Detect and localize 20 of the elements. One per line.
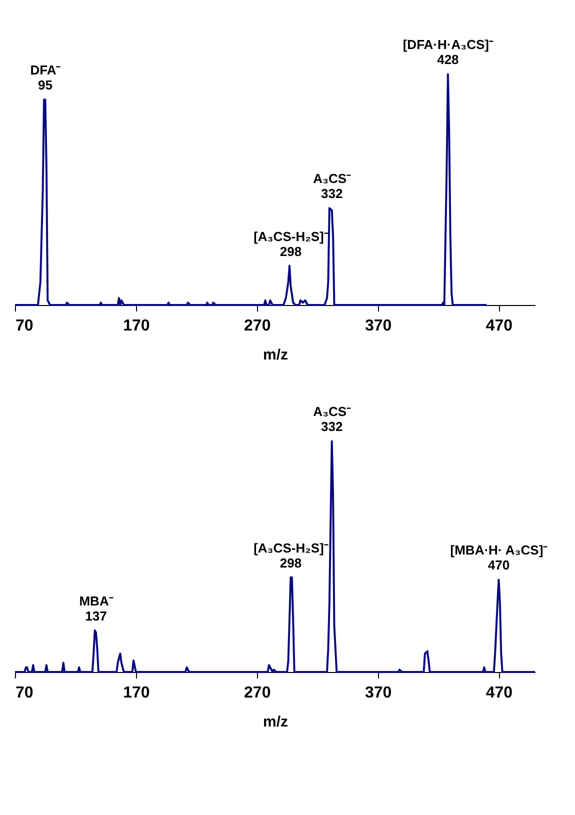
annotation: A₃CS⁻ 332 [313,404,352,434]
x-tick-label: 270 [244,318,271,334]
x-tick-label: 470 [486,684,513,702]
x-tick-label: 170 [123,684,150,702]
x-tick-label: 170 [123,318,150,334]
x-tick-label: 370 [364,318,392,334]
x-tick-label: 70 [16,318,34,334]
x-tick-label: 70 [16,684,34,702]
x-tick-label: 370 [364,684,392,702]
x-tick-label: 270 [244,684,271,702]
annotation: [DFA·H·A₃CS]⁻ 428 [402,37,494,68]
x-axis-title: m/z [262,714,288,730]
annotation: A₃CS⁻ 332 [313,171,352,202]
annotation: [A₃CS-H₂S]⁻ 298 [254,228,329,259]
annotation: DFA⁻ 95 [30,62,62,93]
x-tick-label: 470 [486,318,513,334]
annotation: [MBA·H· A₃CS]⁻ 470 [450,542,548,573]
x-axis-title: m/z [262,346,288,364]
annotation: [A₃CS-H₂S]⁻ 298 [254,540,329,570]
annotation: MBA⁻ 137 [79,593,114,624]
